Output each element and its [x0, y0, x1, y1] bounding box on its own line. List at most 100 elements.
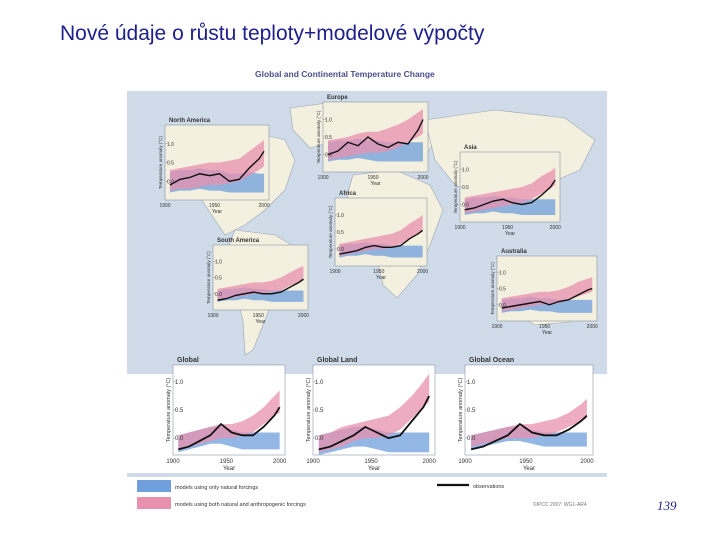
x-tick-label: 1950 — [502, 225, 513, 231]
y-axis-label: Temperature anomaly (°C) — [458, 378, 464, 443]
legend-anthropogenic-label: models using both natural and anthropoge… — [175, 502, 306, 508]
x-tick-label: 1900 — [166, 459, 180, 465]
panel-north-america: North America 1900 1950 2000 0.0 0.5 1.0 Year Te… — [158, 118, 270, 215]
y-axis-label: Temperature anomaly (°C) — [316, 110, 321, 163]
observations-line — [178, 406, 281, 451]
panel-australia: Australia 1900 1950 2000 0.0 0.5 1.0 Year Temper… — [490, 249, 598, 336]
panel-title: Global Land — [317, 357, 357, 364]
y-axis-label: Temperature anomaly (°C) — [328, 205, 333, 258]
x-tick-label: 1950 — [253, 313, 264, 319]
panel-asia: Asia 1900 1950 2000 0.0 0.5 1.0 Year Temperature… — [453, 145, 561, 237]
figure-heading: Global and Continental Temperature Chang… — [255, 69, 435, 79]
panel-title: Australia — [501, 249, 527, 255]
panel-title: South America — [217, 238, 260, 244]
x-axis-label: Year — [376, 275, 386, 281]
y-tick-label: 0.5 — [337, 230, 344, 236]
y-tick-label: 0.0 — [462, 203, 469, 209]
x-tick-label: 1950 — [367, 175, 378, 181]
anthropogenic-forcing-band — [318, 373, 430, 453]
anthropogenic-forcing-band — [328, 109, 423, 160]
anthropogenic-forcing-band — [178, 390, 280, 450]
y-tick-label: 0.0 — [175, 436, 184, 442]
figure-credit: ©IPCC 2007: WG1-AR4 — [533, 501, 587, 508]
y-tick-label: 0.0 — [315, 436, 324, 442]
y-axis-label: Temperature anomaly (°C) — [306, 378, 312, 443]
panel-title: Asia — [464, 145, 477, 151]
y-tick-label: 0.0 — [499, 303, 506, 309]
x-axis-label: Year — [212, 209, 222, 215]
x-tick-label: 1900 — [159, 203, 170, 209]
divider-strip — [127, 473, 607, 477]
panel-title: Africa — [339, 191, 357, 197]
anthropogenic-forcing-band — [501, 277, 593, 312]
y-axis-label: Temperature anomaly (°C) — [166, 378, 172, 443]
y-tick-label: 0.0 — [337, 247, 344, 253]
x-tick-label: 2000 — [580, 459, 594, 465]
y-axis-label: Temperature anomaly (°C) — [206, 251, 211, 304]
x-tick-label: 1900 — [454, 225, 465, 231]
x-tick-label: 2000 — [550, 225, 561, 231]
x-axis-label: Year — [505, 231, 515, 237]
observations-line — [217, 278, 304, 301]
y-tick-label: 1.0 — [462, 168, 469, 174]
y-tick-label: 0.5 — [467, 408, 476, 414]
observations-line — [464, 179, 556, 211]
panel-global-ocean: Global Ocean 1900 1950 2000 0.0 0.5 1.0 Year Tem… — [458, 357, 594, 472]
y-tick-label: 0.0 — [215, 292, 222, 298]
y-tick-label: 0.5 — [215, 276, 222, 282]
x-tick-label: 2000 — [587, 324, 598, 330]
observations-line — [339, 229, 424, 255]
y-tick-label: 0.5 — [499, 287, 506, 293]
x-tick-label: 1950 — [209, 203, 220, 209]
panel-south-america: South America 1900 1950 2000 0.0 0.5 1.0 Year Te… — [206, 238, 309, 325]
x-axis-label: Year — [523, 466, 535, 472]
x-axis-label: Year — [255, 319, 265, 325]
panel-africa: Africa 1900 1950 2000 0.0 0.5 1.0 Year Temperatu… — [328, 191, 428, 281]
y-tick-label: 1.0 — [167, 142, 174, 148]
x-axis-label: Year — [370, 181, 380, 187]
x-tick-label: 1950 — [519, 459, 533, 465]
y-tick-label: 1.0 — [325, 118, 332, 124]
observations-line — [327, 119, 424, 156]
y-tick-label: 1.0 — [337, 213, 344, 219]
panel-title: Global — [177, 357, 199, 364]
anthropogenic-forcing-band — [339, 215, 423, 256]
x-tick-label: 1950 — [220, 459, 234, 465]
x-tick-label: 2000 — [258, 203, 269, 209]
legend: models using only natural forcings model… — [137, 480, 587, 509]
x-tick-label: 1900 — [458, 459, 472, 465]
legend-anthropogenic-swatch — [137, 497, 171, 509]
x-axis-label: Year — [542, 330, 552, 336]
legend-observations-label: observations — [473, 484, 504, 490]
panel-title: Europe — [327, 95, 348, 101]
y-tick-label: 1.0 — [315, 380, 324, 386]
x-tick-label: 2000 — [423, 459, 437, 465]
x-tick-label: 1900 — [317, 175, 328, 181]
legend-natural-swatch — [137, 480, 171, 492]
x-tick-label: 2000 — [417, 269, 428, 275]
y-tick-label: 1.0 — [467, 380, 476, 386]
x-axis-label: Year — [223, 466, 235, 472]
anthropogenic-forcing-band — [217, 266, 304, 301]
x-tick-label: 2000 — [417, 175, 428, 181]
y-axis-label: Temperature anomaly (°C) — [158, 136, 163, 189]
panel-title: North America — [169, 118, 211, 124]
anthropogenic-forcing-band — [471, 398, 587, 447]
y-tick-label: 0.0 — [167, 179, 174, 185]
y-tick-label: 1.0 — [215, 259, 222, 265]
observations-line — [470, 414, 588, 451]
panel-global-land: Global Land 1900 1950 2000 0.0 0.5 1.0 Year Temp… — [306, 357, 437, 472]
y-tick-label: 0.0 — [467, 436, 476, 442]
observations-line — [318, 395, 430, 451]
slide-title: Nové údaje o růstu teploty+modelové výpo… — [60, 22, 485, 45]
x-tick-label: 2000 — [298, 313, 309, 319]
anthropogenic-forcing-band — [464, 167, 556, 214]
observations-line — [169, 150, 265, 186]
y-tick-label: 0.5 — [325, 135, 332, 141]
y-tick-label: 0.0 — [325, 153, 332, 159]
x-tick-label: 1900 — [306, 459, 320, 465]
panel-global: Global 1900 1950 2000 0.0 0.5 1.0 Year Temperatu… — [166, 357, 287, 472]
x-tick-label: 1950 — [539, 324, 550, 330]
panel-europe: Europe 1900 1950 2000 0.0 0.5 1.0 Year Temperatu… — [316, 95, 429, 187]
temperature-change-figure: Global and Continental Temperature Chang… — [127, 69, 607, 509]
